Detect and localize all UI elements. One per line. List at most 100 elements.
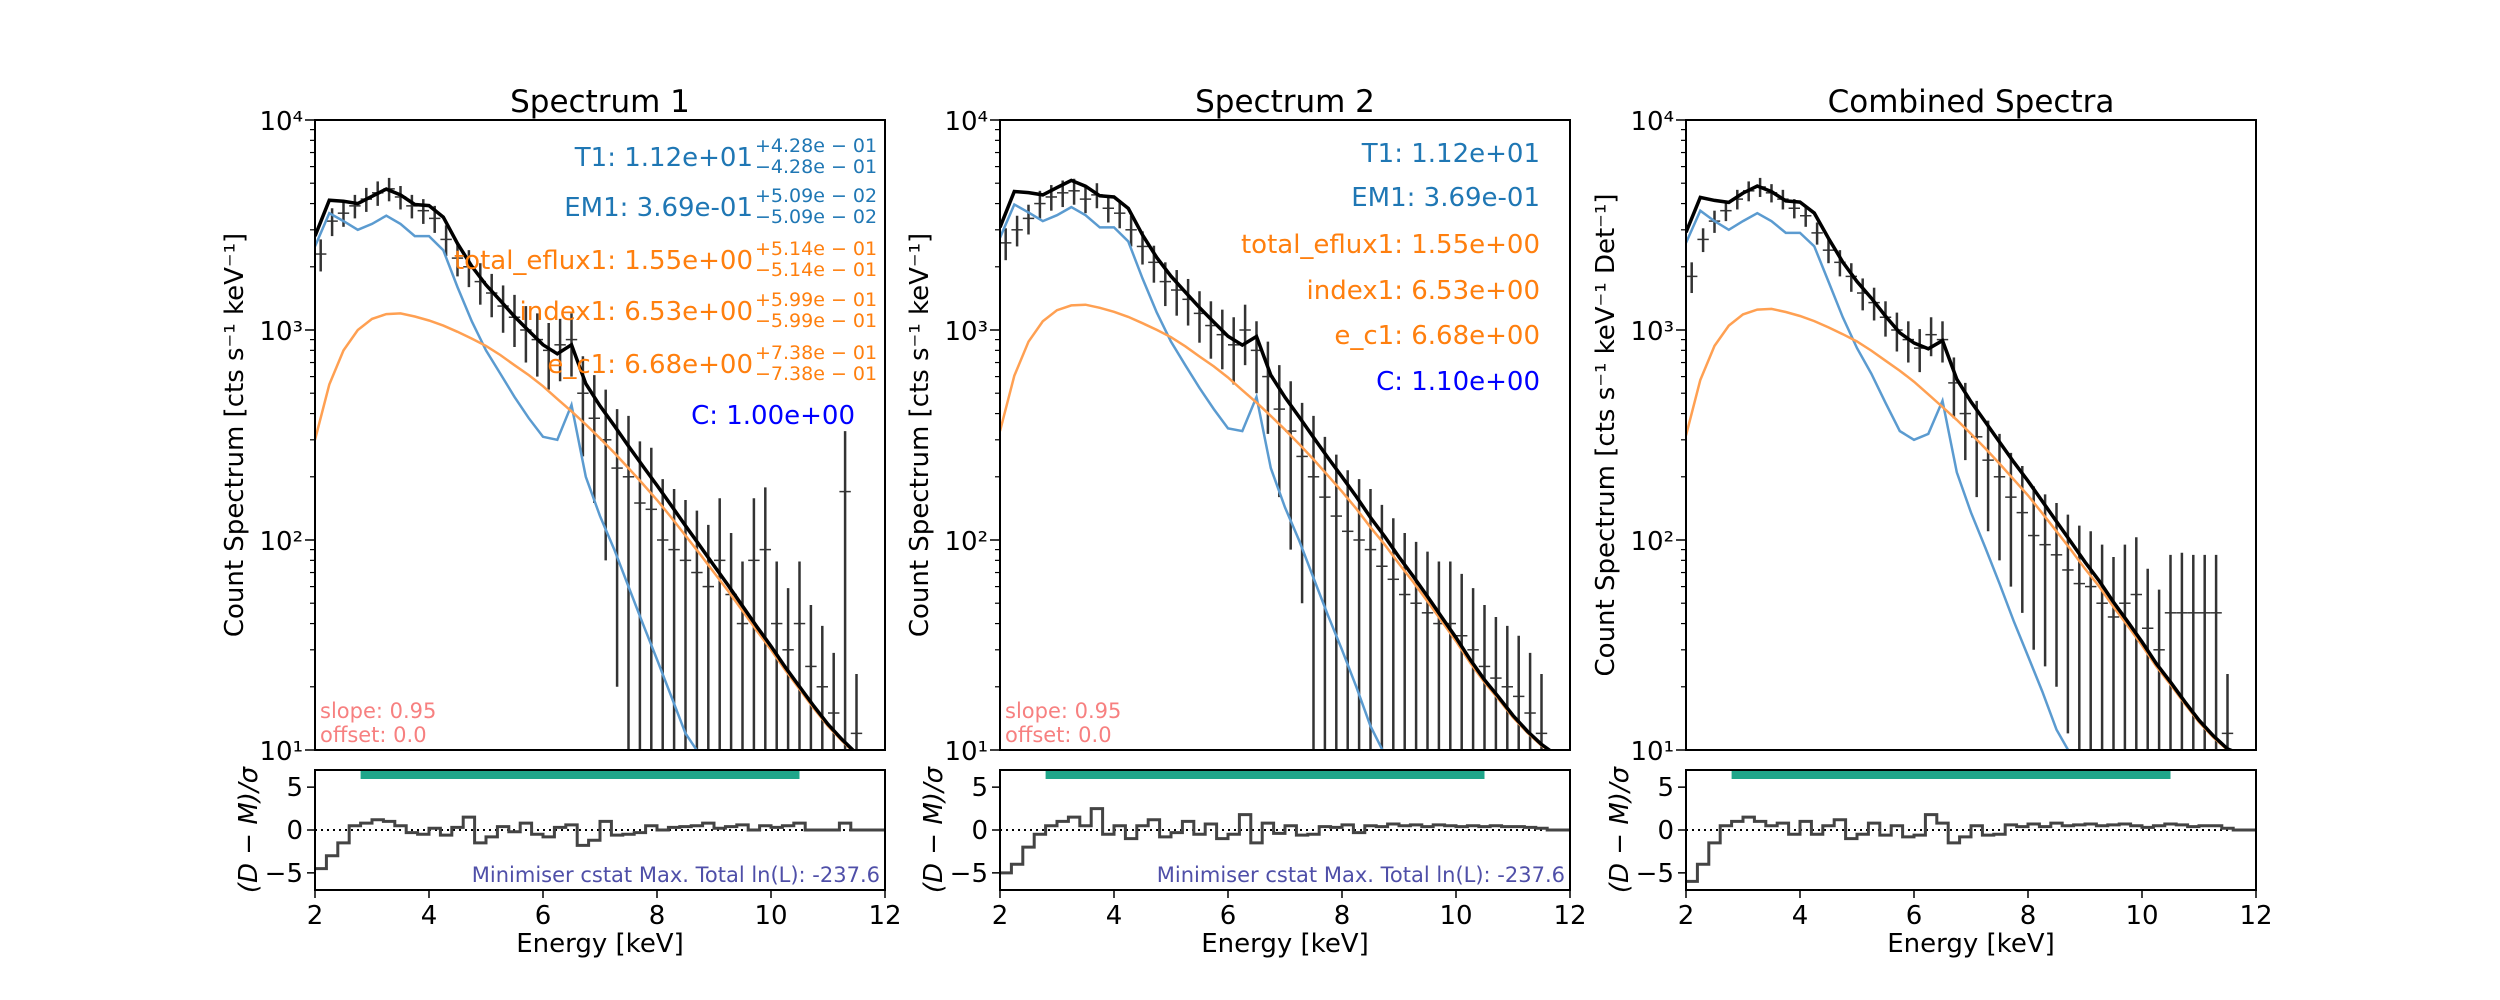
residual-tick-label: −5 [950, 859, 988, 889]
panel-title: Combined Spectra [1828, 84, 2115, 120]
calibration-label: slope: 0.95 [320, 699, 436, 723]
x-tick-label: 10 [1439, 901, 1472, 931]
main-plot-area [1686, 177, 2235, 750]
residual-plot-area [1686, 771, 2256, 883]
parameter-lower-error: −4.28e − 01 [755, 156, 877, 178]
parameter-label: e_c1: 6.68e+00 [1334, 321, 1540, 351]
parameter-label: EM1: 3.69e-01 [1351, 183, 1540, 213]
x-tick-label: 6 [535, 901, 552, 931]
residual-tick-label: 5 [286, 773, 303, 803]
main-axes-frame [314, 119, 886, 751]
y-tick-label: 10² [1630, 527, 1674, 557]
residual-step-line [1686, 813, 2256, 883]
x-tick-label: 12 [1553, 901, 1586, 931]
parameter-label: C: 1.10e+00 [1376, 367, 1540, 397]
y-tick-label: 10¹ [1630, 737, 1674, 767]
parameter-label: total_eflux1: 1.55e+00 [1241, 230, 1540, 260]
parameter-lower-error: −5.09e − 02 [755, 206, 877, 228]
main-axes-frame [1685, 119, 2257, 751]
y-tick-label: 10⁴ [1630, 107, 1674, 137]
residual-plot-area [1000, 771, 1570, 875]
parameter-label: C: 1.00e+00 [691, 401, 855, 431]
y-tick-label: 10¹ [259, 737, 303, 767]
y-tick-label: 10³ [944, 317, 988, 347]
panel-2: Spectrum 2 10¹ 10² 10³ 10⁴ Count Spectrum [ct… [905, 84, 1587, 959]
parameter-label: index1: 6.53e+00 [520, 297, 753, 327]
panel-title: Spectrum 1 [510, 84, 690, 120]
x-tick-label: 6 [1220, 901, 1237, 931]
residual-tick-label: −5 [1636, 859, 1674, 889]
x-tick-label: 4 [1106, 901, 1123, 931]
y-axis-label: Count Spectrum [cts s⁻¹ keV⁻¹] [220, 233, 250, 637]
parameter-upper-error: +5.14e − 01 [755, 238, 877, 260]
residual-y-axis-label: (D − M)/σ [919, 765, 949, 893]
main-plot-area [1000, 178, 1553, 750]
residual-tick-label: 5 [971, 773, 988, 803]
thermal-model-line [1686, 208, 2070, 750]
x-tick-label: 12 [868, 901, 901, 931]
x-tick-label: 6 [1906, 901, 1923, 931]
main-axes-frame [999, 119, 1571, 751]
y-tick-label: 10² [259, 527, 303, 557]
parameter-upper-error: +4.28e − 01 [755, 135, 877, 157]
panel-3: Combined Spectra 10¹ 10² 10³ 10⁴ Count Spectr… [1591, 84, 2273, 959]
calibration-label: offset: 0.0 [1005, 723, 1112, 747]
thermal-model-line [1000, 202, 1384, 750]
fit-statistic-label: Minimiser cstat Max. Total ln(L): -237.6 [1157, 863, 1565, 887]
total-model-line [1686, 184, 2235, 750]
parameter-lower-error: −5.99e − 01 [755, 310, 877, 332]
parameter-label: T1: 1.12e+01 [574, 143, 753, 173]
residual-y-axis-label: (D − M)/σ [234, 765, 264, 893]
thermal-model-line [315, 211, 699, 750]
panel-1: Spectrum 1 10¹ 10² 10³ 10⁴ Count Spectrum [ct… [220, 84, 902, 959]
y-tick-label: 10⁴ [259, 107, 303, 137]
residual-tick-label: 0 [971, 816, 988, 846]
panel-title: Spectrum 2 [1195, 84, 1375, 120]
parameter-label: total_eflux1: 1.55e+00 [454, 246, 753, 276]
x-axis-label: Energy [keV] [1201, 929, 1369, 959]
y-tick-label: 10¹ [944, 737, 988, 767]
x-tick-label: 12 [2239, 901, 2272, 931]
x-tick-label: 4 [421, 901, 438, 931]
y-tick-label: 10⁴ [944, 107, 988, 137]
parameter-upper-error: +5.09e − 02 [755, 185, 877, 207]
x-tick-label: 2 [992, 901, 1009, 931]
residual-step-line [1000, 807, 1570, 875]
y-tick-label: 10² [944, 527, 988, 557]
x-tick-label: 10 [2125, 901, 2158, 931]
x-tick-label: 8 [649, 901, 666, 931]
residual-step-line [315, 815, 885, 871]
parameter-label: index1: 6.53e+00 [1307, 276, 1540, 306]
parameter-label: e_c1: 6.68e+00 [547, 350, 753, 380]
y-tick-label: 10³ [259, 317, 303, 347]
total-model-line [315, 187, 856, 750]
residual-tick-label: 0 [1657, 816, 1674, 846]
residual-y-axis-label: (D − M)/σ [1605, 765, 1635, 893]
x-tick-label: 10 [754, 901, 787, 931]
parameter-label: T1: 1.12e+01 [1361, 139, 1540, 169]
y-axis-label: Count Spectrum [cts s⁻¹ keV⁻¹ Det⁻¹] [1591, 194, 1621, 677]
residual-tick-label: 0 [286, 816, 303, 846]
y-axis-label: Count Spectrum [cts s⁻¹ keV⁻¹] [905, 233, 935, 637]
parameter-upper-error: +7.38e − 01 [755, 342, 877, 364]
parameter-lower-error: −5.14e − 01 [755, 259, 877, 281]
parameter-upper-error: +5.99e − 01 [755, 289, 877, 311]
x-tick-label: 2 [1678, 901, 1695, 931]
residual-tick-label: 5 [1657, 773, 1674, 803]
calibration-label: offset: 0.0 [320, 723, 427, 747]
x-tick-label: 8 [2020, 901, 2037, 931]
residual-tick-label: −5 [265, 859, 303, 889]
y-tick-label: 10³ [1630, 317, 1674, 347]
residual-plot-area [315, 771, 885, 871]
total-model-line [1000, 178, 1553, 750]
parameter-lower-error: −7.38e − 01 [755, 363, 877, 385]
x-tick-label: 4 [1792, 901, 1809, 931]
x-axis-label: Energy [keV] [1887, 929, 2055, 959]
x-tick-label: 2 [307, 901, 324, 931]
calibration-label: slope: 0.95 [1005, 699, 1121, 723]
parameter-label: EM1: 3.69e-01 [564, 193, 753, 223]
main-plot-area [315, 177, 863, 750]
fit-statistic-label: Minimiser cstat Max. Total ln(L): -237.6 [472, 863, 880, 887]
x-axis-label: Energy [keV] [516, 929, 684, 959]
